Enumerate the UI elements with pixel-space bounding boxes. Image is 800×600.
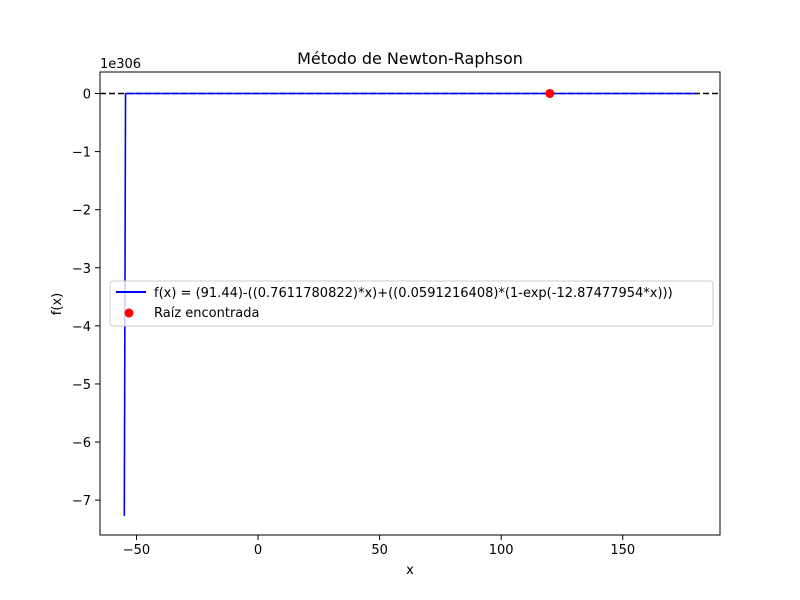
- y-tick-label: −1: [72, 146, 91, 161]
- legend-marker-swatch: [124, 308, 134, 318]
- y-tick-label: −5: [72, 378, 91, 393]
- axes-frame: [99, 71, 721, 536]
- y-tick-label: −6: [72, 436, 91, 451]
- chart-title: Método de Newton-Raphson: [297, 49, 523, 68]
- x-axis-label: x: [406, 563, 414, 578]
- plot-area: −50 0 50 100 150 0 −1 −2 −3 −4 −5 −6 −7: [72, 71, 721, 558]
- y-tick-label: −3: [72, 262, 91, 277]
- y-tick-label: −2: [72, 204, 91, 219]
- y-axis-multiplier: 1e306: [100, 57, 141, 72]
- y-tick-label: −4: [72, 320, 91, 335]
- x-tick-label: 150: [610, 543, 635, 558]
- x-tick-label: −50: [123, 543, 150, 558]
- legend-entry-root: Raíz encontrada: [154, 306, 260, 321]
- x-tick-label: 0: [254, 543, 262, 558]
- y-axis-label: f(x): [50, 293, 65, 315]
- x-tick-label: 100: [489, 543, 514, 558]
- x-axis-ticks: −50 0 50 100 150: [123, 535, 635, 558]
- legend: f(x) = (91.44)-((0.7611780822)*x)+((0.05…: [109, 280, 714, 327]
- x-tick-label: 50: [371, 543, 388, 558]
- y-tick-label: −7: [72, 494, 91, 509]
- root-point: [545, 88, 555, 98]
- legend-box: [109, 280, 714, 327]
- y-axis-ticks: 0 −1 −2 −3 −4 −5 −6 −7: [72, 87, 100, 509]
- legend-entry-function: f(x) = (91.44)-((0.7611780822)*x)+((0.05…: [154, 286, 673, 301]
- y-tick-label: 0: [83, 87, 91, 102]
